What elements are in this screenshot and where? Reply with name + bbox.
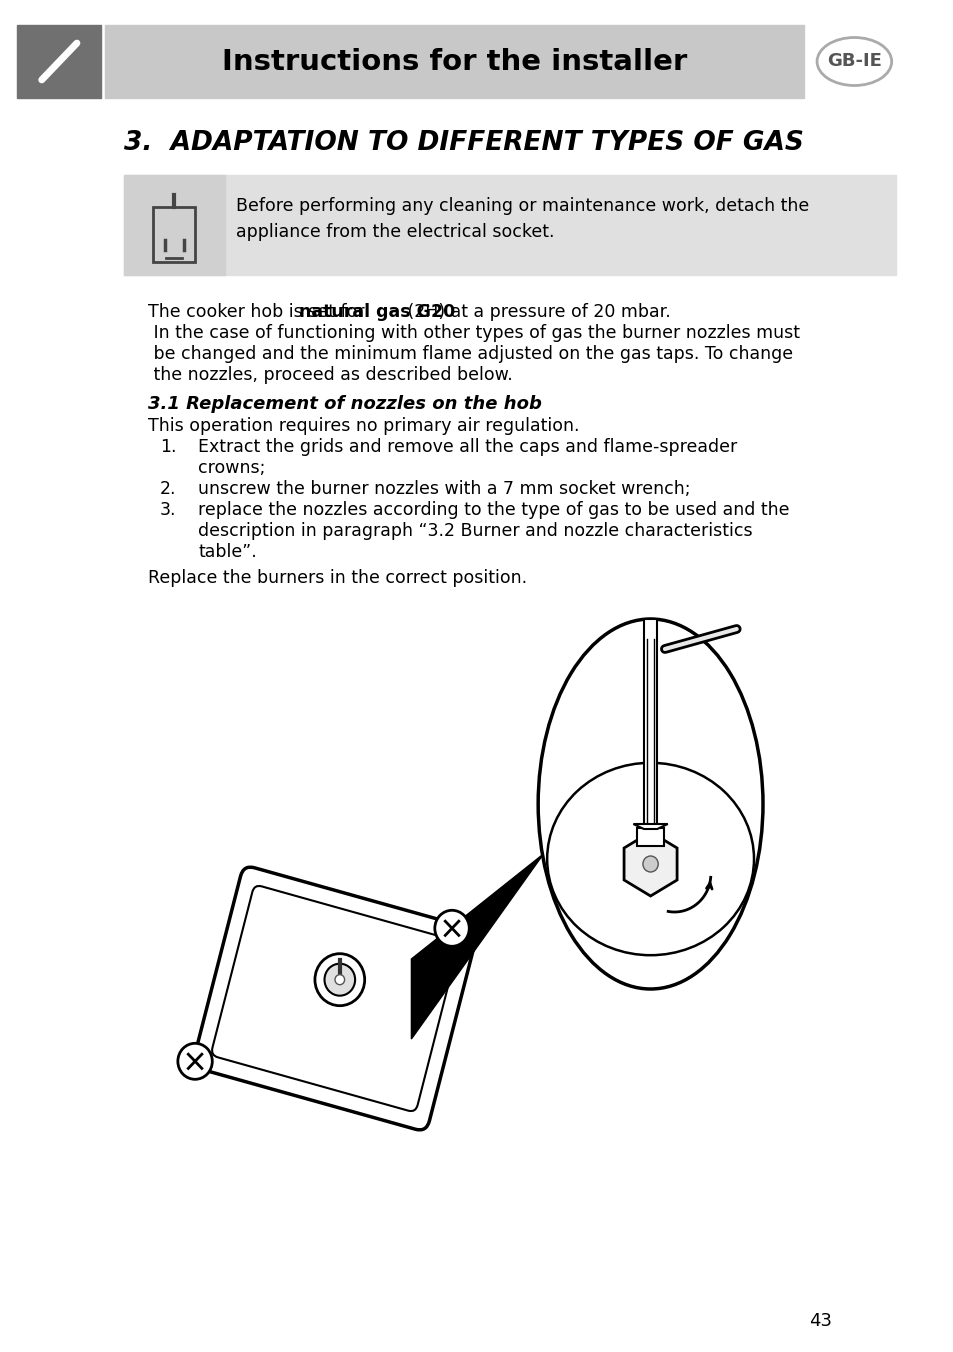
- Text: description in paragraph “3.2 Burner and nozzle characteristics: description in paragraph “3.2 Burner and…: [198, 522, 752, 539]
- Text: unscrew the burner nozzles with a 7 mm socket wrench;: unscrew the burner nozzles with a 7 mm s…: [198, 480, 690, 498]
- Bar: [124, 174, 225, 274]
- Circle shape: [314, 953, 364, 1006]
- Text: GB-IE: GB-IE: [826, 53, 881, 70]
- Text: This operation requires no primary air regulation.: This operation requires no primary air r…: [148, 416, 579, 435]
- Circle shape: [324, 964, 355, 995]
- Circle shape: [642, 856, 658, 872]
- Bar: [17, 24, 101, 97]
- Text: The cooker hob is set for: The cooker hob is set for: [148, 303, 370, 320]
- Text: 2.: 2.: [159, 480, 176, 498]
- Text: crowns;: crowns;: [198, 458, 265, 477]
- Bar: [105, 24, 802, 97]
- Text: 3.: 3.: [159, 502, 176, 519]
- Text: 3.  ADAPTATION TO DIFFERENT TYPES OF GAS: 3. ADAPTATION TO DIFFERENT TYPES OF GAS: [124, 130, 803, 155]
- Text: 43: 43: [808, 1311, 831, 1330]
- Text: appliance from the electrical socket.: appliance from the electrical socket.: [236, 223, 555, 241]
- Text: the nozzles, proceed as described below.: the nozzles, proceed as described below.: [148, 366, 513, 384]
- Bar: [643, 619, 657, 829]
- Text: Instructions for the installer: Instructions for the installer: [222, 47, 686, 76]
- Text: 3.1 Replacement of nozzles on the hob: 3.1 Replacement of nozzles on the hob: [148, 395, 541, 412]
- Text: Replace the burners in the correct position.: Replace the burners in the correct posit…: [148, 569, 527, 587]
- Circle shape: [335, 975, 344, 984]
- Circle shape: [177, 1044, 213, 1079]
- Polygon shape: [633, 823, 667, 829]
- Text: replace the nozzles according to the type of gas to be used and the: replace the nozzles according to the typ…: [198, 502, 789, 519]
- Bar: [124, 174, 895, 274]
- Ellipse shape: [537, 619, 762, 990]
- Ellipse shape: [816, 38, 891, 85]
- Bar: [637, 827, 663, 846]
- Polygon shape: [411, 854, 543, 1038]
- Text: Before performing any cleaning or maintenance work, detach the: Before performing any cleaning or mainte…: [236, 197, 809, 215]
- FancyBboxPatch shape: [193, 867, 476, 1130]
- Text: be changed and the minimum flame adjusted on the gas taps. To change: be changed and the minimum flame adjuste…: [148, 345, 793, 362]
- Text: table”.: table”.: [198, 544, 256, 561]
- Text: natural gas G20: natural gas G20: [298, 303, 455, 320]
- Text: Extract the grids and remove all the caps and flame-spreader: Extract the grids and remove all the cap…: [198, 438, 737, 456]
- Text: (2H) at a pressure of 20 mbar.: (2H) at a pressure of 20 mbar.: [402, 303, 670, 320]
- Circle shape: [435, 910, 469, 946]
- Text: In the case of functioning with other types of gas the burner nozzles must: In the case of functioning with other ty…: [148, 324, 800, 342]
- Text: 1.: 1.: [159, 438, 176, 456]
- Bar: [152, 207, 195, 262]
